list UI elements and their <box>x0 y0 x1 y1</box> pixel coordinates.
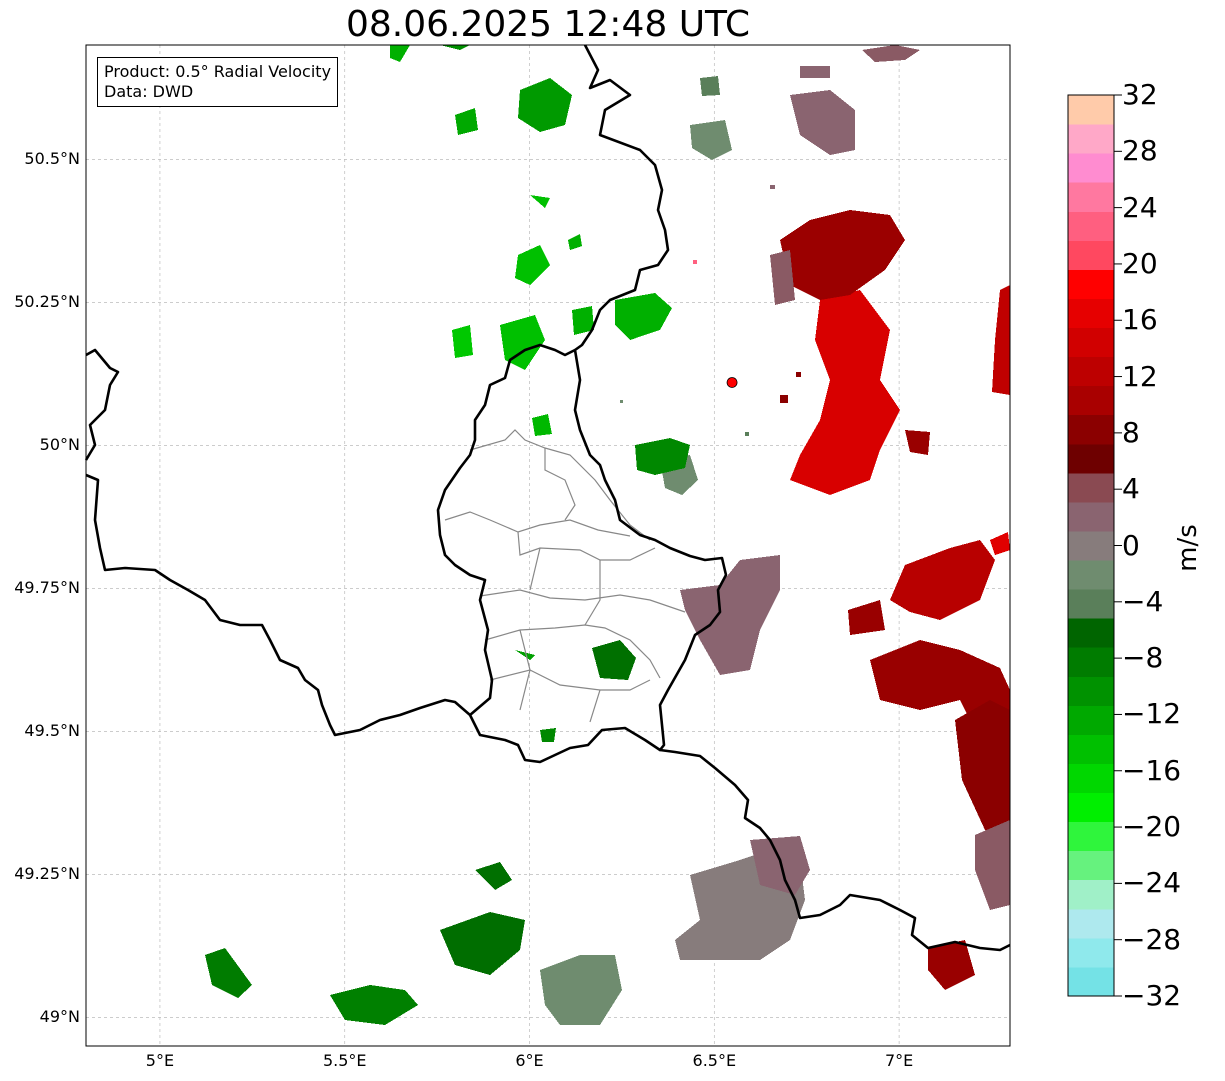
colorbar-unit-label: m/s <box>1173 524 1203 572</box>
colorbar-tick-label: −16 <box>1122 753 1182 787</box>
near-zero-echoes <box>540 76 810 1025</box>
receding-echo-main <box>770 210 1010 495</box>
colorbar-tick-label: −8 <box>1122 641 1164 675</box>
longitude-tick-label: 6°E <box>515 1051 544 1070</box>
colorbar-tick-label: 28 <box>1122 134 1158 168</box>
luxembourg-cantons <box>444 429 686 723</box>
colorbar-tick-label: 24 <box>1122 190 1158 224</box>
latitude-tick-label: 49.5°N <box>24 721 80 741</box>
approaching-echoes <box>205 45 690 1025</box>
colorbar-tick-label: 20 <box>1122 246 1158 280</box>
colorbar-tick-label: −24 <box>1122 866 1182 900</box>
colorbar-tick-label: 8 <box>1122 415 1140 449</box>
data-source-label: Data: DWD <box>104 82 194 101</box>
colorbar-tick-label: 32 <box>1122 78 1158 111</box>
map-frame <box>86 45 1010 1046</box>
product-info-box: Product: 0.5° Radial Velocity Data: DWD <box>97 57 339 107</box>
longitude-tick-label: 6.5°E <box>692 1051 737 1070</box>
colorbar-tick-label: 4 <box>1122 472 1140 506</box>
colorbar-tick-label: −4 <box>1122 584 1164 618</box>
clutter-speckles <box>620 185 801 436</box>
product-label: Product: 0.5° Radial Velocity <box>104 62 332 81</box>
latitude-tick-label: 49.25°N <box>14 864 80 884</box>
map-title: 08.06.2025 12:48 UTC <box>345 4 751 45</box>
colorbar-tick-label: 0 <box>1122 528 1140 562</box>
latitude-tick-label: 50.5°N <box>24 149 80 169</box>
colorbar-tick-label: −32 <box>1122 979 1182 1012</box>
radar-site-marker <box>726 377 738 388</box>
latitude-tick-label: 50°N <box>39 435 80 455</box>
longitude-tick-label: 5°E <box>145 1051 175 1070</box>
receding-echo-southeast <box>848 532 1010 990</box>
longitude-tick-label: 7°E <box>884 1051 914 1070</box>
country-borders <box>84 44 1011 952</box>
colorbar-tick-label: 12 <box>1122 359 1158 393</box>
map-border <box>85 44 1011 1047</box>
colorbar-tick-label: −12 <box>1122 697 1182 731</box>
receding-echo-north <box>790 45 920 155</box>
colorbar-tick-label: 16 <box>1122 303 1158 337</box>
colorbar-tick-label: −28 <box>1122 922 1182 956</box>
radar-site-dot <box>726 377 738 388</box>
longitude-tick-label: 5.5°E <box>322 1051 367 1070</box>
latitude-tick-label: 49°N <box>39 1007 80 1027</box>
velocity-echoes <box>205 45 1010 1025</box>
colorbar-tick-label: −20 <box>1122 810 1182 844</box>
latitude-tick-label: 49.75°N <box>14 578 80 598</box>
latitude-tick-label: 50.25°N <box>14 292 80 312</box>
